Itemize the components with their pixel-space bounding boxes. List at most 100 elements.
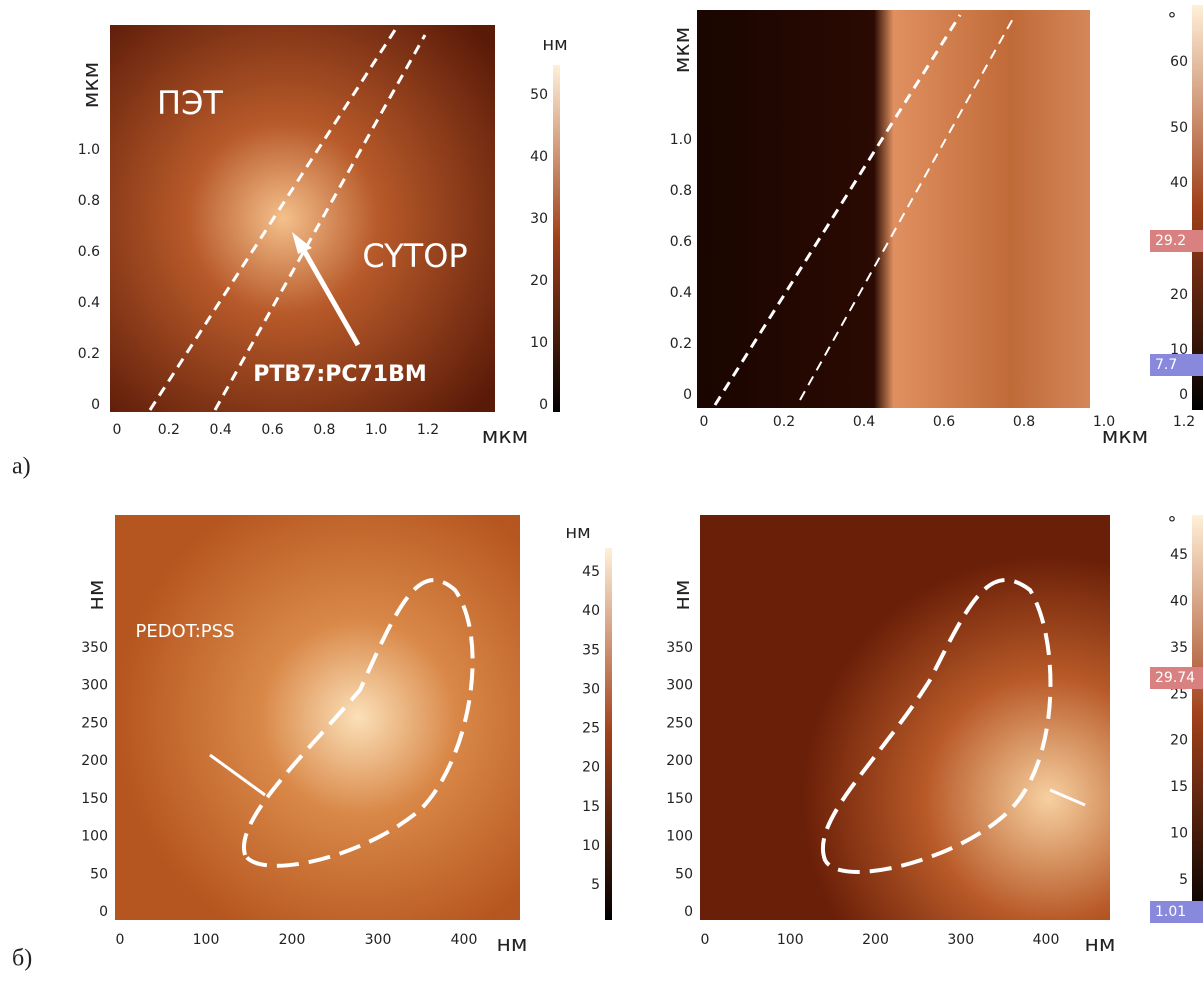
scale-unit: ° <box>1168 513 1177 534</box>
scale-tick-label: 0 <box>1179 387 1188 403</box>
y-tick-label: 100 <box>81 829 108 845</box>
y-tick-label: 350 <box>81 640 108 656</box>
scale-tick-label: 20 <box>582 760 600 776</box>
scale-tick-label: 5 <box>1179 872 1188 888</box>
y-tick-label: 0 <box>684 904 693 920</box>
y-tick-label: 200 <box>666 753 693 769</box>
y-tick-label: 0 <box>683 387 692 403</box>
scale-tick-label: 30 <box>530 211 548 227</box>
annotation: PTB7:PC71BM <box>253 362 427 387</box>
annotation: CYTOP <box>362 237 467 275</box>
scale-tick-label: 0 <box>539 397 548 413</box>
y-tick-label: 0.6 <box>670 234 692 250</box>
scale-tick-label: 25 <box>1170 686 1188 702</box>
region-outline <box>241 578 475 868</box>
x-tick-label: 100 <box>193 932 220 948</box>
y-tick-label: 50 <box>90 866 108 882</box>
x-tick-label: 0 <box>700 414 709 430</box>
x-tick-label: 300 <box>365 932 392 948</box>
scale-tick-label: 15 <box>582 799 600 815</box>
scale-marker-box <box>1150 354 1203 376</box>
y-axis-label: нм <box>84 580 109 611</box>
y-tick-label: 200 <box>81 753 108 769</box>
x-tick-label: 0.4 <box>853 414 875 430</box>
annotation: PEDOT:PSS <box>135 621 234 642</box>
boundary <box>148 29 397 411</box>
x-tick-label: 400 <box>1033 932 1060 948</box>
scale-unit: ° <box>1168 9 1177 30</box>
row-label: а) <box>12 454 31 480</box>
x-tick-label: 0.6 <box>261 422 283 438</box>
x-tick-label: 0 <box>701 932 710 948</box>
boundary <box>213 34 427 411</box>
x-axis-label: нм <box>497 932 528 957</box>
y-tick-label: 0 <box>91 397 100 413</box>
scale-marker: 29.2 <box>1155 233 1186 249</box>
scale-tick-label: 15 <box>1170 779 1188 795</box>
scale-marker-box <box>1150 901 1203 923</box>
x-tick-label: 0.2 <box>773 414 795 430</box>
y-axis-label: мкм <box>79 62 104 108</box>
arrow <box>295 238 361 347</box>
scale-tick-label: 45 <box>582 564 600 580</box>
scale-tick-label: 40 <box>1170 593 1188 609</box>
x-tick-label: 400 <box>451 932 478 948</box>
y-tick-label: 250 <box>666 715 693 731</box>
x-tick-label: 1.2 <box>1173 414 1195 430</box>
scale-tick-label: 35 <box>1170 640 1188 656</box>
color-scale <box>605 548 612 920</box>
color-scale <box>1192 5 1203 410</box>
y-axis-label: мкм <box>670 27 695 73</box>
y-tick-label: 0.8 <box>670 183 692 199</box>
scale-tick-label: 40 <box>1170 175 1188 191</box>
scale-tick-label: 5 <box>591 877 600 893</box>
y-tick-label: 150 <box>81 791 108 807</box>
x-tick-label: 1.0 <box>1093 414 1115 430</box>
row-label: б) <box>12 946 32 972</box>
y-tick-label: 1.0 <box>670 132 692 148</box>
annotation: ПЭТ <box>157 84 223 122</box>
boundary <box>713 14 962 406</box>
scale-marker: 7.7 <box>1155 357 1177 373</box>
scale-unit: нм <box>542 34 567 55</box>
x-tick-label: 200 <box>279 932 306 948</box>
x-tick-label: 0.8 <box>1013 414 1035 430</box>
x-axis-label: нм <box>1085 932 1116 957</box>
y-tick-label: 50 <box>675 866 693 882</box>
scale-tick-label: 20 <box>1170 287 1188 303</box>
scale-unit: нм <box>565 522 590 543</box>
x-tick-label: 1.2 <box>417 422 439 438</box>
y-tick-label: 0.8 <box>78 193 100 209</box>
arrow-head <box>292 232 312 254</box>
x-tick-label: 0.6 <box>933 414 955 430</box>
x-tick-label: 0 <box>116 932 125 948</box>
scale-tick-label: 40 <box>582 603 600 619</box>
x-tick-label: 0.8 <box>313 422 335 438</box>
scale-marker-box <box>1150 230 1203 252</box>
y-tick-label: 300 <box>666 678 693 694</box>
y-tick-label: 0.2 <box>78 346 100 362</box>
scale-tick-label: 10 <box>1170 826 1188 842</box>
scale-tick-label: 60 <box>1170 54 1188 70</box>
color-scale <box>553 65 560 412</box>
color-scale <box>1192 515 1203 920</box>
images <box>110 5 1203 920</box>
scale-tick-label: 20 <box>1170 733 1188 749</box>
scale-marker: 29.74 <box>1155 670 1195 686</box>
x-tick-label: 0.2 <box>158 422 180 438</box>
scale-tick-label: 25 <box>582 721 600 737</box>
scale-tick-label: 45 <box>1170 547 1188 563</box>
y-tick-label: 300 <box>81 678 108 694</box>
scale-tick-label: 50 <box>1170 120 1188 136</box>
scale-tick-label: 30 <box>582 681 600 697</box>
scale-tick-label: 10 <box>530 335 548 351</box>
y-tick-label: 0.6 <box>78 244 100 260</box>
afm-image <box>110 25 495 412</box>
x-tick-label: 1.0 <box>365 422 387 438</box>
scale-tick-label: 40 <box>530 149 548 165</box>
y-tick-label: 0.2 <box>670 336 692 352</box>
scale-tick-label: 10 <box>582 838 600 854</box>
scale-marker-box <box>1150 667 1203 689</box>
scale-tick-label: 50 <box>530 87 548 103</box>
